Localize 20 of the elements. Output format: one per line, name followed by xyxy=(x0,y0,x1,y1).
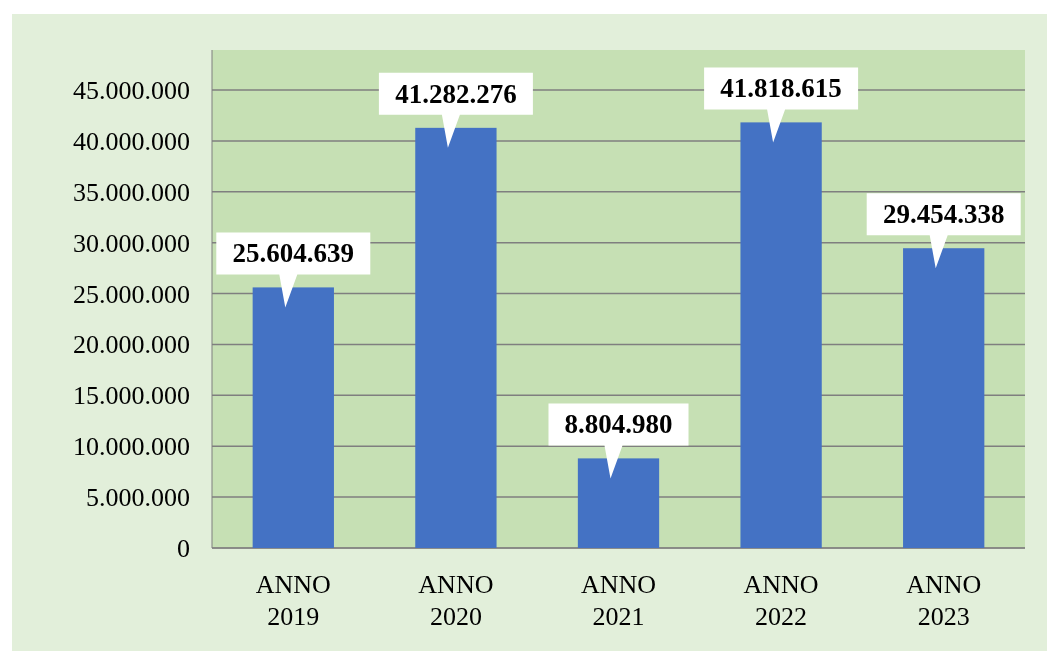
data-label: 29.454.338 xyxy=(882,199,1005,230)
x-tick-label: ANNO 2022 xyxy=(743,570,819,631)
y-tick-label: 25.000.000 xyxy=(73,279,190,309)
y-tick-label: 10.000.000 xyxy=(73,432,190,462)
y-tick-label: 30.000.000 xyxy=(73,228,190,258)
data-label: 41.818.615 xyxy=(720,73,842,104)
y-tick-label: 5.000.000 xyxy=(86,483,190,513)
data-label: 41.282.276 xyxy=(395,78,517,109)
y-tick-label: 40.000.000 xyxy=(73,126,190,156)
y-tick-label: 45.000.000 xyxy=(73,76,190,105)
y-tick-label: 15.000.000 xyxy=(73,381,190,411)
y-tick-label: 20.000.000 xyxy=(73,330,190,360)
x-tick-label: ANNO 2019 xyxy=(255,570,331,631)
y-tick-label: 0 xyxy=(177,534,190,563)
data-label: 25.604.639 xyxy=(232,238,355,269)
y-tick-label: 35.000.000 xyxy=(73,177,190,207)
data-label: 8.804.980 xyxy=(564,409,673,440)
x-tick-label: ANNO 2023 xyxy=(906,570,982,631)
x-tick-label: ANNO 2021 xyxy=(580,570,657,631)
x-tick-label: ANNO 2020 xyxy=(418,570,494,631)
